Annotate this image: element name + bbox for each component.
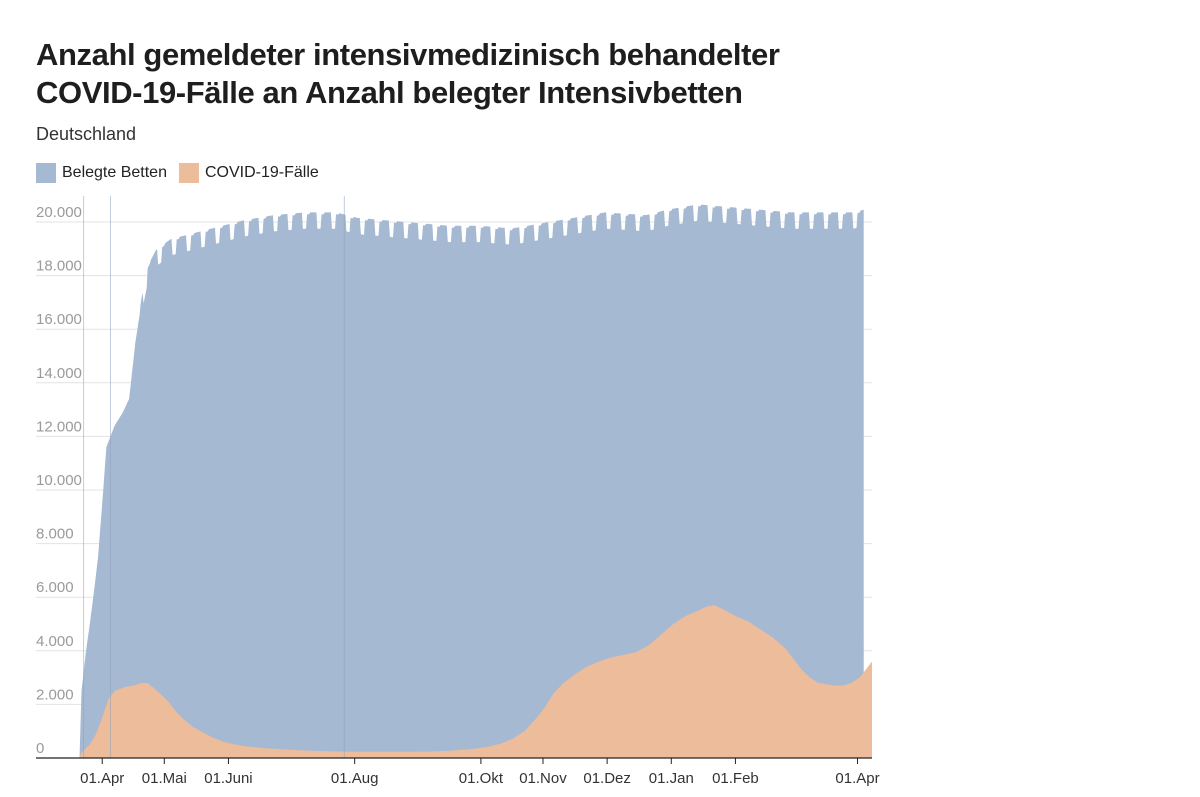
x-tick-label-8: 01.Feb [712,770,759,787]
legend-label-belegte-betten: Belegte Betten [62,164,167,181]
y-tick-label-8000: 8.000 [36,526,74,543]
x-axis-ticks: 01.Apr 01.Mai 01.Juni 01.Aug 01.Okt 01.Nov 01.… [80,758,880,787]
legend-label-covid-faelle: COVID-19-Fälle [204,164,319,181]
legend-swatch-belegte-betten [36,163,56,183]
y-tick-label-16000: 16.000 [36,311,82,328]
y-tick-label-10000: 10.000 [36,472,82,489]
reference-lines [83,196,345,758]
x-tick-label-5: 01.Nov [519,770,567,787]
y-tick-label-2000: 2.000 [36,686,74,703]
y-tick-label-12000: 12.000 [36,418,82,435]
x-tick-label-1: 01.Mai [142,770,187,787]
y-tick-label-4000: 4.000 [36,633,74,650]
legend: Belegte Betten COVID-19-Fälle [36,163,331,183]
y-tick-label-0: 0 [36,740,44,757]
x-tick-label-9: 01.Apr [835,770,879,787]
y-tick-label-20000: 20.000 [36,204,82,221]
area-series-0 [79,204,864,759]
x-tick-label-4: 01.Okt [459,770,504,787]
x-tick-label-7: 01.Jan [649,770,694,787]
y-tick-label-14000: 14.000 [36,365,82,382]
chart-title: Anzahl gemeldeter intensivmedizinisch be… [36,37,780,110]
x-tick-label-2: 01.Juni [204,770,252,787]
legend-item-covid-faelle: COVID-19-Fälle [178,163,319,183]
x-tick-label-6: 01.Dez [583,770,631,787]
x-tick-label-0: 01.Apr [80,770,124,787]
y-tick-label-18000: 18.000 [36,258,82,275]
series-areas [79,204,872,759]
legend-item-belegte-betten: Belegte Betten [36,163,167,183]
chart-subtitle: Deutschland [36,124,137,144]
x-tick-label-3: 01.Aug [331,770,379,787]
area-series-1 [79,605,872,758]
y-axis-ticks: 0 2.000 4.000 6.000 8.000 10.000 12.000 14.000 1… [36,204,82,757]
legend-swatch-covid-faelle [178,163,199,183]
y-tick-label-6000: 6.000 [36,579,74,596]
